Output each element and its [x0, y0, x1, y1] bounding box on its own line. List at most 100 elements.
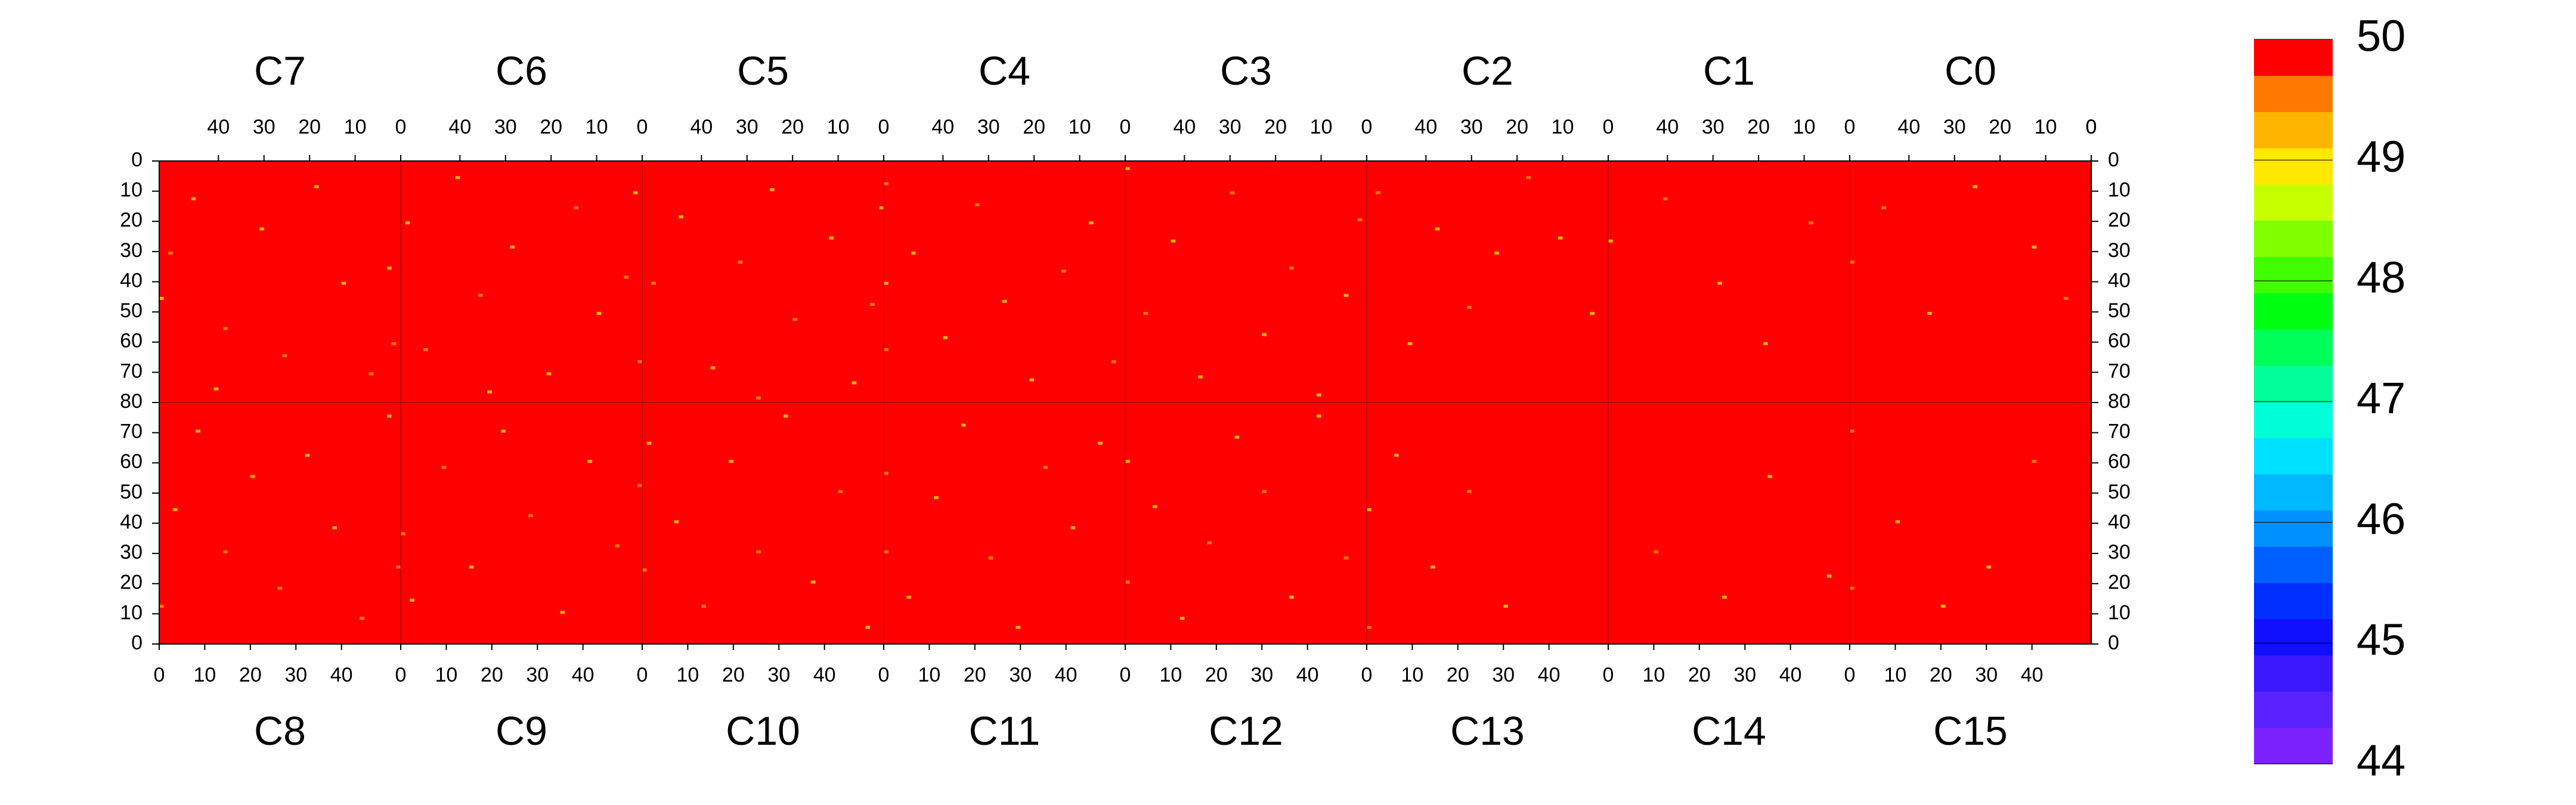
heat-cell	[1029, 378, 1035, 382]
colorbar-band	[2254, 546, 2333, 583]
x-tick-label: 30	[526, 664, 549, 686]
heat-cell	[305, 454, 310, 457]
heat-cell	[2064, 296, 2069, 300]
x-tick-label: 10	[918, 664, 941, 686]
x-tick-label: 30	[253, 116, 275, 138]
colorbar-band	[2254, 293, 2333, 330]
x-tick-label: 0	[878, 116, 890, 138]
chip-label: C0	[1945, 48, 1996, 94]
heat-cell	[674, 520, 679, 524]
heat-cell	[1179, 617, 1185, 620]
x-tick-label: 10	[1401, 664, 1424, 686]
heat-cell	[1654, 550, 1659, 554]
x-tick-label: 30	[1460, 116, 1483, 138]
x-tick-label: 0	[1120, 664, 1131, 686]
chip-label: C1	[1703, 48, 1755, 94]
x-tick-label: 20	[1205, 664, 1228, 686]
colorbar-label: 48	[2357, 253, 2405, 302]
colorbar-label: 47	[2357, 373, 2405, 423]
heat-cell	[1376, 191, 1380, 194]
heat-cell	[168, 251, 173, 255]
x-tick-label: 10	[1552, 116, 1574, 138]
x-tick-label: 40	[2021, 664, 2044, 686]
colorbar-band	[2254, 583, 2333, 620]
y-tick-label: 10	[2108, 601, 2131, 624]
x-tick-label: 40	[572, 664, 595, 686]
heat-cell	[1125, 580, 1130, 584]
heat-cell	[1407, 342, 1413, 345]
heat-cell	[1316, 393, 1321, 397]
heat-cell	[624, 275, 629, 279]
chip-label: C4	[979, 48, 1030, 94]
heat-cell	[852, 381, 857, 385]
heat-cell	[1098, 441, 1103, 445]
heat-cell	[974, 203, 980, 206]
heat-cell	[574, 206, 579, 209]
heat-cell	[679, 215, 683, 219]
heat-cell	[1590, 312, 1595, 315]
y-tick-label: 50	[2108, 299, 2131, 322]
heat-cell	[277, 586, 283, 590]
y-tick-label: 60	[2108, 330, 2131, 352]
x-tick-label: 0	[878, 664, 890, 686]
chip-background	[1608, 161, 1850, 402]
y-tick-label: 0	[131, 631, 143, 654]
heat-cell	[1367, 626, 1371, 629]
y-tick-label: 20	[120, 209, 143, 231]
x-tick-label: 0	[1120, 116, 1131, 138]
heat-cell	[441, 466, 447, 469]
heat-cell	[159, 605, 164, 608]
x-tick-label: 10	[1310, 116, 1333, 138]
heat-cell	[1125, 167, 1130, 171]
heat-cell	[387, 267, 392, 270]
y-tick-label: 10	[120, 601, 143, 624]
x-tick-label: 30	[1219, 116, 1241, 138]
y-tick-label: 60	[120, 330, 143, 352]
heat-cell	[222, 327, 228, 330]
x-tick-label: 30	[736, 116, 758, 138]
y-tick-label: 70	[2108, 420, 2131, 443]
heat-cell	[879, 206, 884, 209]
colorbar-band	[2254, 438, 2333, 475]
heat-cell	[1357, 218, 1363, 222]
x-tick-label: 0	[1361, 116, 1373, 138]
chip-background	[1608, 402, 1850, 644]
x-tick-label: 20	[1747, 116, 1770, 138]
heat-cell	[1070, 526, 1075, 530]
colorbar-band	[2254, 474, 2333, 511]
heat-cell	[829, 236, 834, 240]
x-tick-label: 0	[1361, 664, 1373, 686]
heat-cell	[1430, 565, 1435, 569]
y-tick-label: 0	[2108, 631, 2119, 654]
x-tick-label: 0	[2086, 116, 2097, 138]
y-tick-label: 40	[2108, 269, 2131, 292]
heat-cell	[1143, 312, 1148, 315]
heat-cell	[633, 191, 638, 194]
y-tick-label: 80	[2108, 390, 2131, 413]
chip-background	[159, 161, 401, 402]
heat-cell	[1503, 605, 1508, 608]
y-tick-label: 60	[2108, 450, 2131, 473]
heat-cell	[738, 261, 743, 264]
x-tick-label: 0	[154, 664, 165, 686]
y-tick-label: 70	[2108, 360, 2131, 382]
y-tick-label: 20	[2108, 209, 2131, 231]
x-tick-label: 20	[1989, 116, 2011, 138]
heat-cell	[615, 544, 620, 547]
x-tick-label: 30	[1733, 664, 1756, 686]
heat-cell	[1061, 270, 1066, 273]
heat-cell	[1198, 375, 1203, 379]
heat-cell	[911, 251, 916, 255]
x-tick-label: 30	[1492, 664, 1515, 686]
heat-cell	[769, 188, 775, 191]
x-tick-label: 40	[1538, 664, 1561, 686]
heat-cell	[405, 221, 410, 225]
x-tick-label: 10	[1069, 116, 1091, 138]
heat-cell	[1343, 556, 1349, 560]
x-tick-label: 40	[931, 116, 954, 138]
x-tick-label: 0	[1603, 664, 1614, 686]
chip-background	[884, 161, 1125, 402]
chip-label: C7	[254, 48, 306, 94]
heat-cell	[560, 611, 565, 614]
